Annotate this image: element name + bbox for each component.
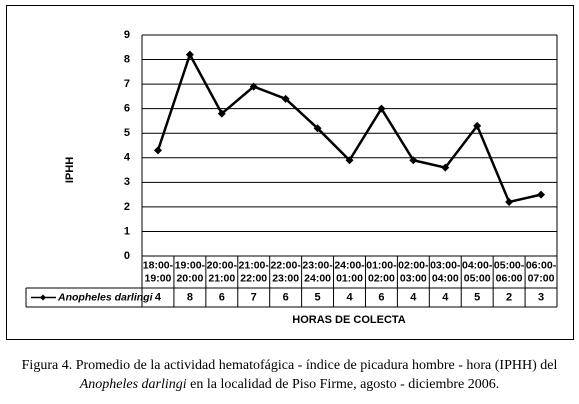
point (505, 197, 514, 206)
x-tick-label: 06:00-07:00 (526, 259, 557, 284)
x-tick-label: 22:00-23:00 (270, 259, 301, 284)
table-value: 6 (283, 291, 289, 303)
point (217, 109, 226, 118)
point (313, 124, 322, 133)
point (249, 82, 258, 91)
x-tick-label: 20:00-21:00 (207, 259, 238, 284)
legend-marker (40, 294, 46, 301)
x-tick-label: 03:00-04:00 (430, 259, 461, 284)
y-axis-title: IPHH (64, 157, 76, 183)
table-value: 4 (346, 291, 353, 303)
table-value: 6 (378, 291, 384, 303)
table-value: 4 (410, 291, 417, 303)
caption-text: en la localidad de Piso Firme, agosto - … (190, 377, 500, 392)
point (377, 104, 386, 113)
point (345, 156, 354, 165)
y-tick-label: 6 (124, 103, 130, 115)
y-tick-label: 4 (124, 152, 131, 164)
table-value: 4 (155, 291, 162, 303)
x-tick-label: 01:00-02:00 (366, 259, 397, 284)
table-value: 7 (251, 291, 257, 303)
table-value: 5 (315, 291, 321, 303)
y-tick-label: 2 (124, 201, 130, 213)
y-tick-label: 8 (124, 53, 130, 65)
x-axis-title: HORAS DE COLECTA (292, 314, 406, 326)
point (409, 156, 418, 165)
table-value: 2 (506, 291, 512, 303)
x-tick-label: 05:00-06:00 (494, 259, 525, 284)
table-value: 3 (538, 291, 544, 303)
x-tick-label: 04:00-05:00 (462, 259, 493, 284)
point (473, 121, 482, 130)
point (281, 94, 290, 103)
table-value: 4 (442, 291, 449, 303)
x-tick-label: 23:00-24:00 (302, 259, 333, 284)
chart: IPHH HORAS DE COLECTA 0 1 2 3 4 5 6 7 8 9 18:00-19… (6, 5, 574, 340)
table-value: 5 (474, 291, 480, 303)
caption-text: Figura 4. Promedio de la actividad hemat… (21, 358, 558, 373)
point (153, 146, 162, 155)
point (537, 190, 546, 199)
table-value: 8 (187, 291, 193, 303)
y-tick-label: 1 (124, 225, 130, 237)
y-tick-label: 0 (124, 250, 130, 262)
y-tick-label: 5 (124, 127, 130, 139)
caption-species: Anopheles darlingi (79, 377, 187, 392)
legend-label: Anopheles darlingi (57, 291, 154, 303)
x-tick-label: 24:00-01:00 (334, 259, 365, 284)
x-tick-label: 21:00-22:00 (239, 259, 270, 284)
series-line (156, 51, 542, 204)
table-value: 6 (219, 291, 225, 303)
x-tick-label: 02:00-03:00 (398, 259, 429, 284)
point (441, 163, 450, 172)
point (185, 50, 194, 59)
chart-frame (6, 5, 574, 340)
y-tick-label: 3 (124, 176, 130, 188)
y-tick-label: 9 (124, 29, 130, 41)
caption: Figura 4. Promedio de la actividad hemat… (0, 356, 579, 394)
x-tick-label: 19:00-20:00 (175, 259, 206, 284)
x-tick-label: 18:00-19:00 (143, 259, 174, 284)
y-tick-label: 7 (124, 78, 130, 90)
